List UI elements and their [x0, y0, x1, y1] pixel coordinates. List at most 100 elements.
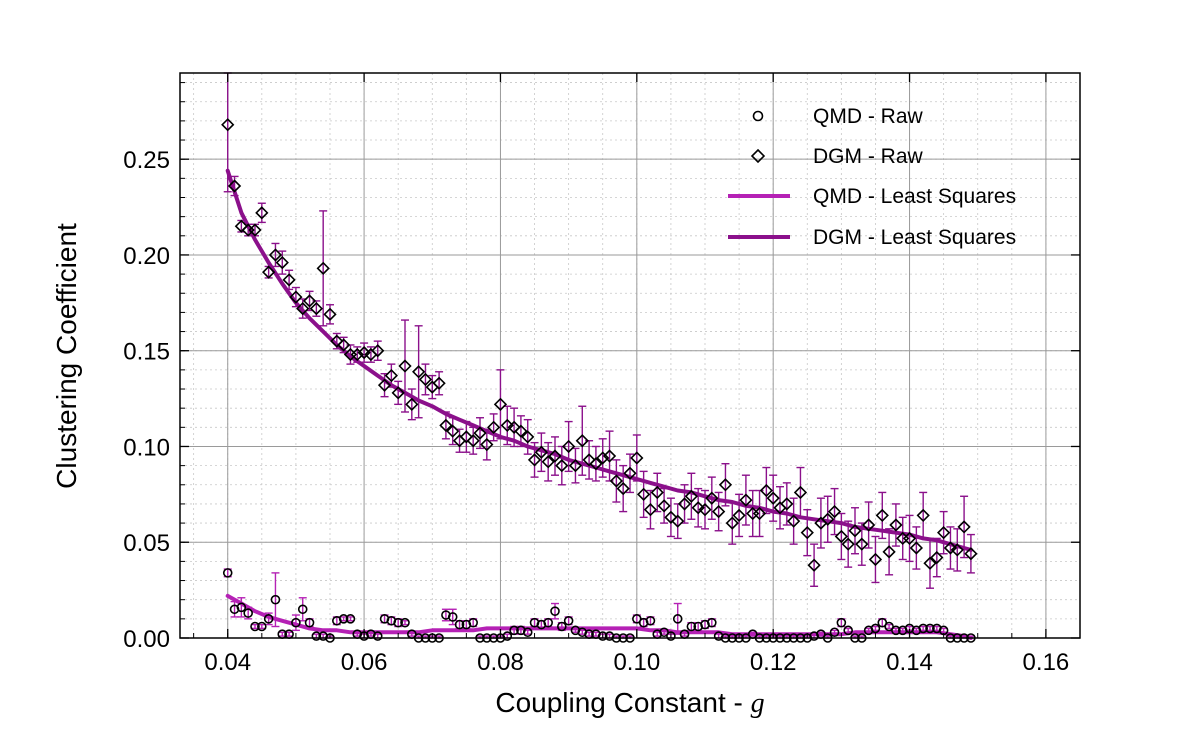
qmd-raw-point: [870, 623, 881, 634]
qmd-raw-point: [597, 631, 608, 641]
dgm-raw-point: [432, 376, 446, 390]
legend-diamond-marker: [750, 148, 766, 164]
dgm-raw-point: [855, 537, 869, 551]
x-tick-label: 0.16: [1023, 649, 1070, 676]
qmd-raw-point: [543, 617, 553, 628]
dgm-raw-point: [466, 434, 480, 448]
qmd-raw-point: [468, 617, 478, 628]
dgm-raw-point: [527, 453, 542, 467]
axis-ticks: [180, 73, 1080, 639]
dgm-raw-point: [282, 273, 296, 287]
qmd-raw-point: [263, 614, 274, 624]
dgm-raw-point: [337, 338, 351, 352]
legend-item-qmd-least-squares: QMD - Least Squares: [728, 185, 1016, 208]
x-tick-label: 0.04: [204, 649, 251, 676]
dgm-raw-point: [909, 541, 923, 555]
qmd-raw-point: [250, 621, 260, 632]
dgm-raw-point: [562, 439, 576, 454]
dgm-raw-point: [930, 550, 944, 565]
qmd-raw-point: [666, 631, 676, 641]
dgm-raw-point: [766, 491, 780, 505]
dgm-raw-point: [677, 497, 692, 511]
dgm-raw-point: [575, 434, 589, 448]
qmd-raw-point: [243, 608, 253, 618]
dgm-raw-point: [589, 457, 603, 471]
qmd-raw-point: [257, 621, 267, 632]
dgm-raw-point: [275, 255, 289, 270]
qmd-raw-point: [393, 617, 403, 628]
dgm-raw-point: [650, 485, 664, 500]
dgm-raw-point: [602, 449, 617, 463]
dgm-raw-point: [459, 430, 473, 444]
dgm-raw-point: [957, 520, 971, 534]
qmd-raw-point: [836, 617, 847, 628]
dgm-raw-point: [671, 514, 685, 528]
legend-label-qmd-least-squares: QMD - Least Squares: [813, 185, 1016, 208]
dgm-raw-point: [943, 541, 958, 555]
legend-circle-marker: [752, 110, 764, 122]
dgm-raw-point: [787, 514, 801, 528]
dgm-raw-point: [255, 206, 269, 220]
dgm-raw-point: [889, 518, 903, 532]
dgm-raw-point: [834, 529, 848, 544]
dgm-raw-point: [657, 499, 671, 513]
qmd-raw-point: [345, 614, 356, 624]
dgm-raw-point: [923, 556, 937, 570]
dgm-raw-point: [827, 504, 842, 519]
dgm-raw-point: [732, 508, 746, 523]
dgm-raw-point: [623, 466, 637, 480]
dgm-raw-point: [868, 552, 883, 567]
dgm-raw-point: [316, 261, 330, 275]
dgm-raw-point: [384, 368, 398, 383]
legend: QMD - Raw DGM - Raw QMD - Least Squares …: [728, 105, 1016, 249]
qmd-raw-point: [454, 619, 465, 630]
y-tick-labels: 0.00 0.05 0.10 0.15 0.20 0.25: [123, 147, 170, 653]
legend-label-dgm-raw: DGM - Raw: [813, 145, 924, 168]
dgm-raw-point: [541, 455, 555, 469]
x-tick-label: 0.12: [750, 649, 797, 676]
dgm-raw-point: [725, 516, 739, 530]
qmd-raw-point: [550, 606, 560, 616]
dgm-raw-point: [807, 558, 821, 572]
dgm-raw-point: [377, 378, 392, 392]
x-tick-label: 0.14: [886, 649, 933, 676]
dgm-raw-point: [596, 451, 610, 465]
dgm-raw-point: [643, 503, 658, 517]
dgm-raw-point: [493, 397, 508, 411]
x-tick-label: 0.10: [613, 649, 660, 676]
dgm-raw-point: [296, 301, 310, 316]
dgm-raw-point: [937, 526, 951, 540]
dgm-raw-point: [793, 485, 808, 500]
dgm-raw-point: [487, 420, 501, 434]
qmd-raw-point: [338, 614, 349, 624]
dgm-raw-point: [739, 493, 753, 507]
dgm-raw-point: [568, 458, 583, 473]
qmd-raw-point: [304, 617, 315, 628]
dgm-raw-point: [262, 265, 276, 279]
qmd-raw-point: [270, 594, 281, 605]
dgm-raw-point: [412, 365, 426, 379]
dgm-raw-point: [780, 497, 794, 511]
y-axis-title: Clustering Coefficient: [51, 223, 82, 489]
dgm-raw-point: [637, 487, 651, 501]
qmd-raw-point: [522, 627, 533, 638]
qmd-raw-point: [372, 631, 383, 641]
dgm-raw-point: [712, 504, 726, 519]
dgm-raw-point: [405, 397, 419, 411]
qmd-raw-point: [509, 625, 519, 636]
legend-item-qmd-raw: QMD - Raw: [752, 105, 924, 128]
dgm-raw-point: [221, 118, 235, 132]
dgm-raw-point: [302, 294, 317, 308]
dgm-raw-point: [234, 219, 248, 233]
dgm-raw-point: [718, 478, 733, 492]
dgm-raw-point: [555, 458, 569, 473]
dgm-raw-point: [841, 537, 855, 551]
y-tick-label: 0.05: [123, 530, 170, 557]
dgm-raw-point: [548, 449, 562, 463]
dgm-raw-point: [582, 453, 596, 467]
dgm-raw-point: [446, 424, 460, 438]
qmd-raw-point: [918, 623, 928, 634]
dgm-raw-point: [473, 426, 487, 440]
qmd-raw-point: [843, 625, 853, 636]
